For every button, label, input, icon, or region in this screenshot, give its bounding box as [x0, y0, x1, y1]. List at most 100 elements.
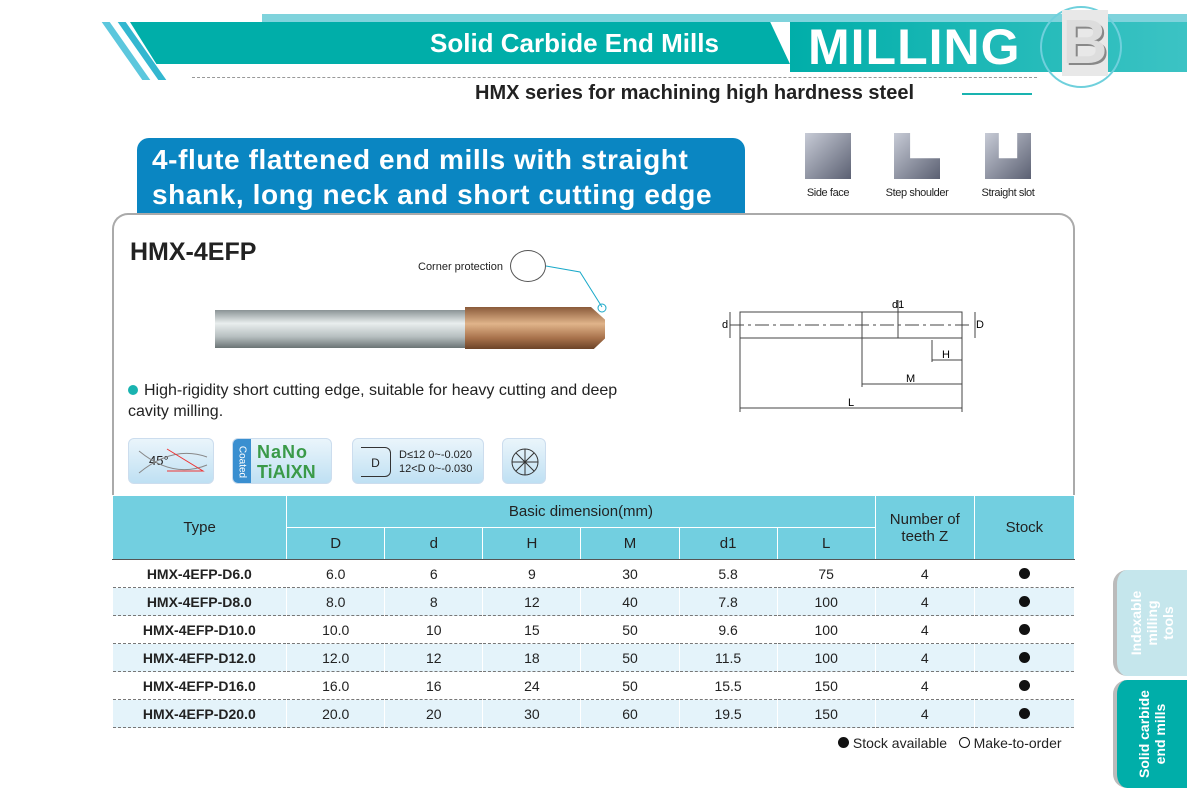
cell-dimension: 12 [384, 643, 484, 672]
stock-available-icon [1018, 567, 1030, 579]
cell-teeth: 4 [875, 671, 975, 700]
operation-label: Step shoulder [885, 187, 949, 199]
cell-stock [974, 643, 1076, 672]
dim-label: L [848, 397, 854, 409]
cell-stock [974, 587, 1076, 616]
cell-dimension: 150 [777, 671, 876, 700]
stock-available-icon [838, 737, 849, 748]
cell-teeth: 4 [875, 615, 975, 644]
title-line: 4-flute flattened end mills with straigh… [152, 144, 689, 175]
tab-label: Indexable milling tools [1128, 590, 1176, 656]
cell-dimension: 100 [777, 587, 876, 616]
cell-dimension: 8 [384, 587, 484, 616]
cell-teeth: 4 [875, 587, 975, 616]
cell-dimension: 9.6 [679, 615, 778, 644]
col-d1: d1 [678, 527, 778, 560]
stock-available-icon [1018, 707, 1030, 719]
side-face-icon [805, 133, 851, 179]
section-title: Solid Carbide End Mills [430, 28, 719, 58]
cell-type: HMX-4EFP-D20.0 [112, 699, 288, 728]
col-type: Type [111, 495, 288, 560]
section-letter: B [1062, 8, 1108, 77]
cell-teeth: 4 [875, 643, 975, 672]
legend-order: Make-to-order [973, 735, 1062, 751]
cell-stock [974, 559, 1076, 588]
cell-type: HMX-4EFP-D12.0 [112, 643, 288, 672]
bullet-icon [128, 385, 138, 395]
coating-badge: Coated NaNo TiAlXN [232, 438, 332, 484]
cell-dimension: 20.0 [286, 699, 386, 728]
operation-label: Straight slot [981, 187, 1035, 199]
operation-label: Side face [806, 187, 850, 199]
cell-stock [974, 671, 1076, 700]
col-m: M [580, 527, 680, 560]
table-row: HMX-4EFP-D6.0 6.0 6 9 30 5.8 75 4 [112, 559, 1076, 588]
series-subtitle: HMX series for machining high hardness s… [475, 82, 915, 104]
diameter-icon: D [361, 447, 391, 477]
operation-step-shoulder: Step shoulder [882, 133, 952, 199]
col-d: d [384, 527, 484, 560]
cell-dimension: 16.0 [286, 671, 386, 700]
dim-label: H [942, 349, 950, 361]
dimension-table: Type Basic dimension(mm) Number of teeth… [111, 495, 1076, 728]
col-h: H [482, 527, 582, 560]
tab-label: Solid carbide end mills [1136, 690, 1168, 778]
dimension-drawing: d d1 D H M L [722, 299, 984, 412]
stock-available-icon [1018, 651, 1030, 663]
cell-dimension: 19.5 [679, 699, 778, 728]
legend-available: Stock available [852, 735, 948, 751]
straight-slot-icon [985, 133, 1031, 179]
stock-legend: Stock available Make-to-order [838, 735, 1062, 751]
corner-protection-label: Corner protection [418, 261, 503, 273]
feature-text: High-rigidity short cutting edge, suitab… [128, 380, 628, 422]
cell-type: HMX-4EFP-D8.0 [112, 587, 288, 616]
cell-stock [974, 615, 1076, 644]
col-d: D [286, 527, 386, 560]
dim-label: d1 [892, 299, 904, 311]
cell-dimension: 40 [580, 587, 680, 616]
cell-dimension: 10 [384, 615, 484, 644]
coated-label: Coated [236, 445, 248, 479]
header-band-top [262, 14, 1187, 22]
cell-dimension: 150 [777, 699, 876, 728]
product-card [112, 213, 1075, 513]
cell-dimension: 60 [580, 699, 680, 728]
coating-label: TiAlXN [257, 462, 316, 482]
cell-dimension: 100 [777, 615, 876, 644]
cell-type: HMX-4EFP-D16.0 [112, 671, 288, 700]
stock-available-icon [1018, 623, 1030, 635]
cell-dimension: 15 [482, 615, 582, 644]
stock-available-icon [1018, 679, 1030, 691]
dim-label: d [722, 319, 728, 331]
cell-dimension: 18 [482, 643, 582, 672]
header-band [130, 22, 790, 64]
feature-description: High-rigidity short cutting edge, suitab… [128, 382, 618, 420]
cell-dimension: 75 [777, 559, 876, 588]
cell-dimension: 8.0 [286, 587, 386, 616]
col-basic-dimension: Basic dimension(mm) [286, 495, 876, 528]
cell-dimension: 20 [384, 699, 484, 728]
cell-dimension: 5.8 [679, 559, 778, 588]
cell-type: HMX-4EFP-D6.0 [112, 559, 288, 588]
tolerance-line: 12<D 0~-0.030 [399, 463, 473, 475]
corner-detail-icon [510, 250, 546, 282]
operation-side-face: Side face [800, 133, 856, 199]
cell-dimension: 16 [384, 671, 484, 700]
cell-dimension: 24 [482, 671, 582, 700]
cell-dimension: 50 [580, 643, 680, 672]
cell-stock [974, 699, 1076, 728]
tab-solid-carbide-end-mills[interactable]: Solid carbide end mills [1113, 680, 1187, 788]
cell-dimension: 12.0 [286, 643, 386, 672]
col-l: L [776, 527, 876, 560]
helix-icon [138, 448, 208, 474]
nano-label: NaNo [257, 442, 309, 462]
cell-dimension: 50 [580, 615, 680, 644]
helix-angle-badge: 45° [128, 438, 214, 484]
operation-straight-slot: Straight slot [978, 133, 1038, 199]
divider [192, 77, 1037, 78]
dim-label: M [906, 373, 915, 385]
table-row: HMX-4EFP-D12.0 12.0 12 18 50 11.5 100 4 [112, 643, 1076, 672]
tab-indexable-milling-tools[interactable]: Indexable milling tools [1113, 570, 1187, 676]
cell-dimension: 10.0 [286, 615, 386, 644]
table-row: HMX-4EFP-D10.0 10.0 10 15 50 9.6 100 4 [112, 615, 1076, 644]
